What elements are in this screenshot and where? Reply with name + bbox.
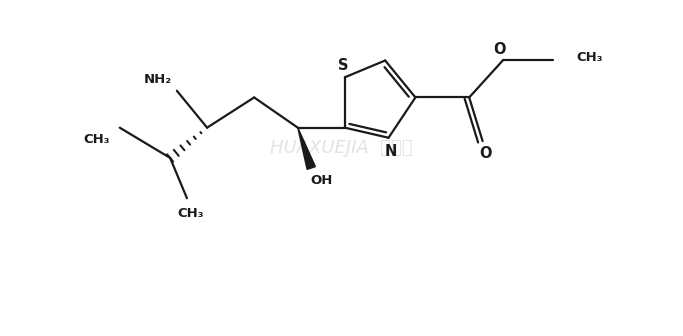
Polygon shape: [298, 128, 316, 169]
Text: CH₃: CH₃: [177, 207, 204, 219]
Text: CH₃: CH₃: [83, 133, 109, 146]
Text: NH₂: NH₂: [144, 74, 172, 86]
Text: HUAXUEJIA  化学加: HUAXUEJIA 化学加: [270, 139, 413, 157]
Text: O: O: [479, 146, 492, 161]
Text: CH₃: CH₃: [576, 51, 603, 64]
Text: O: O: [493, 42, 505, 56]
Text: N: N: [385, 144, 398, 159]
Text: OH: OH: [310, 174, 333, 186]
Text: S: S: [338, 58, 349, 73]
